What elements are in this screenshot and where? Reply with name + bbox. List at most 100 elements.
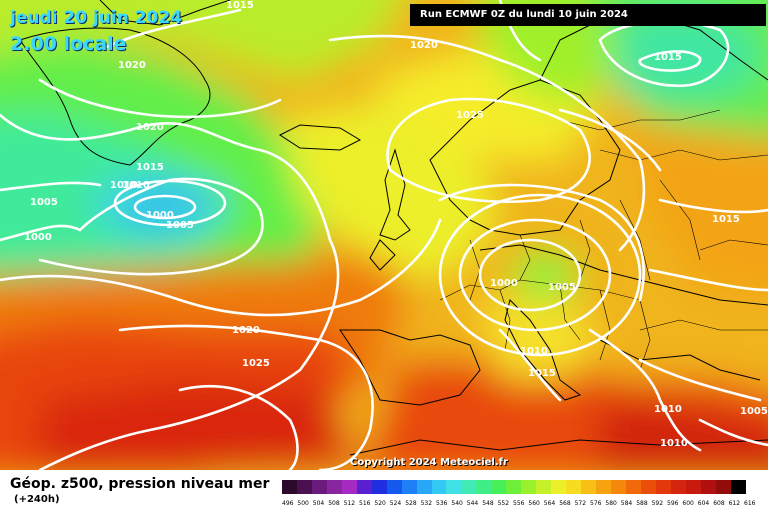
isobar-label: 1005 (30, 197, 58, 208)
copyright-text: Copyright 2024 Meteociel.fr (350, 457, 508, 468)
legend-swatch (491, 480, 507, 494)
color-scale-labels: 496 500 504 508 512 516 520 524 528 532 536 540 544 5… (282, 500, 762, 510)
legend-label: 540 (451, 500, 463, 507)
isobar-label: 1000 (24, 232, 52, 243)
legend-label: 516 (359, 500, 371, 507)
legend-label: 592 (651, 500, 664, 507)
legend-swatch (371, 480, 387, 494)
legend-label: 532 (420, 500, 433, 507)
isobar-label: 1005 (548, 282, 576, 293)
weather-map: 1015 1020 1020 1020 1025 1015 1015 1010 … (0, 0, 768, 470)
legend-swatch (521, 480, 537, 494)
isobar-label: 1015 (712, 214, 740, 225)
forecast-local-time: 2.00 locale (10, 33, 127, 55)
legend-label: 596 (667, 500, 679, 507)
legend-label: 560 (528, 500, 540, 507)
isobar-label: 1015 (136, 162, 164, 173)
color-scale-legend (282, 480, 746, 494)
legend-swatch (685, 480, 701, 494)
isobar-label: 1010 (110, 180, 138, 191)
legend-swatch (386, 480, 402, 494)
isobar-label: 1010 (520, 346, 548, 357)
forecast-date: jeudi 20 juin 2024 (10, 8, 183, 28)
isobar-label: 1010 (122, 180, 150, 191)
legend-swatch (341, 480, 357, 494)
legend-label: 584 (620, 500, 633, 507)
legend-swatch (581, 480, 597, 494)
isobar-label: 1025 (242, 358, 270, 369)
legend-swatch (326, 480, 342, 494)
legend-swatch (536, 480, 552, 494)
legend-label: 556 (513, 500, 525, 507)
legend-swatch (566, 480, 582, 494)
legend-label: 612 (728, 500, 741, 507)
isobar-label: 1020 (118, 60, 146, 71)
legend-label: 608 (713, 500, 725, 507)
legend-swatch (715, 480, 731, 494)
legend-swatch (670, 480, 686, 494)
legend-swatch (730, 480, 746, 494)
footer-bar: Géop. z500, pression niveau mer (+240h) … (0, 470, 768, 512)
legend-swatch (625, 480, 641, 494)
legend-swatch (416, 480, 432, 494)
geopotential-field (0, 0, 768, 470)
legend-label: 548 (482, 500, 494, 507)
legend-swatch (446, 480, 462, 494)
isobar-label: 1020 (136, 122, 164, 133)
legend-swatch (700, 480, 716, 494)
legend-label: 580 (605, 500, 617, 507)
legend-swatch (356, 480, 372, 494)
legend-swatch (610, 480, 626, 494)
coastlines (19, 0, 768, 456)
legend-swatch (476, 480, 492, 494)
legend-label: 508 (328, 500, 340, 507)
isobar-label: 1000 (146, 210, 174, 221)
isobar-label: 1015 (528, 368, 556, 379)
isobar-label: 1005 (740, 406, 768, 417)
isobar-label: 1015 (226, 0, 254, 11)
isobar-label: 1010 (660, 438, 688, 449)
isobar-label: 1025 (456, 110, 484, 121)
legend-label: 564 (543, 500, 556, 507)
legend-swatch (655, 480, 671, 494)
legend-label: 604 (697, 500, 710, 507)
forecast-lead-time: (+240h) (14, 494, 60, 505)
legend-swatch (431, 480, 447, 494)
legend-label: 568 (559, 500, 571, 507)
run-info-banner: Run ECMWF 0Z du lundi 10 juin 2024 (410, 4, 766, 26)
legend-label: 528 (405, 500, 417, 507)
isobar-label: 1015 (654, 52, 682, 63)
legend-label: 496 (282, 500, 294, 507)
legend-label: 576 (590, 500, 602, 507)
legend-label: 616 (744, 500, 756, 507)
legend-label: 504 (312, 500, 325, 507)
isobar-label: 1010 (654, 404, 682, 415)
legend-swatch (401, 480, 417, 494)
legend-swatch (506, 480, 522, 494)
legend-label: 524 (389, 500, 402, 507)
low-pressure-label: 1000 (490, 278, 518, 289)
legend-swatch (596, 480, 611, 494)
legend-swatch (640, 480, 656, 494)
legend-swatch (311, 480, 327, 494)
legend-swatch (296, 480, 312, 494)
legend-label: 536 (436, 500, 448, 507)
isobars (0, 0, 768, 470)
parameter-title: Géop. z500, pression niveau mer (10, 476, 270, 492)
legend-swatch (282, 480, 297, 494)
legend-label: 572 (574, 500, 587, 507)
legend-label: 552 (497, 500, 510, 507)
legend-swatch (551, 480, 567, 494)
legend-label: 512 (343, 500, 356, 507)
legend-label: 520 (374, 500, 386, 507)
legend-label: 544 (466, 500, 479, 507)
isobar-labels: 1015 1020 1020 1020 1025 1015 1015 1010 … (24, 0, 768, 449)
legend-label: 500 (297, 500, 309, 507)
isobar-label: 1020 (410, 40, 438, 51)
isobar-label: 1005 (166, 220, 194, 231)
isobar-label: 1020 (232, 325, 260, 336)
legend-swatch (461, 480, 477, 494)
legend-label: 600 (682, 500, 694, 507)
legend-label: 588 (636, 500, 648, 507)
